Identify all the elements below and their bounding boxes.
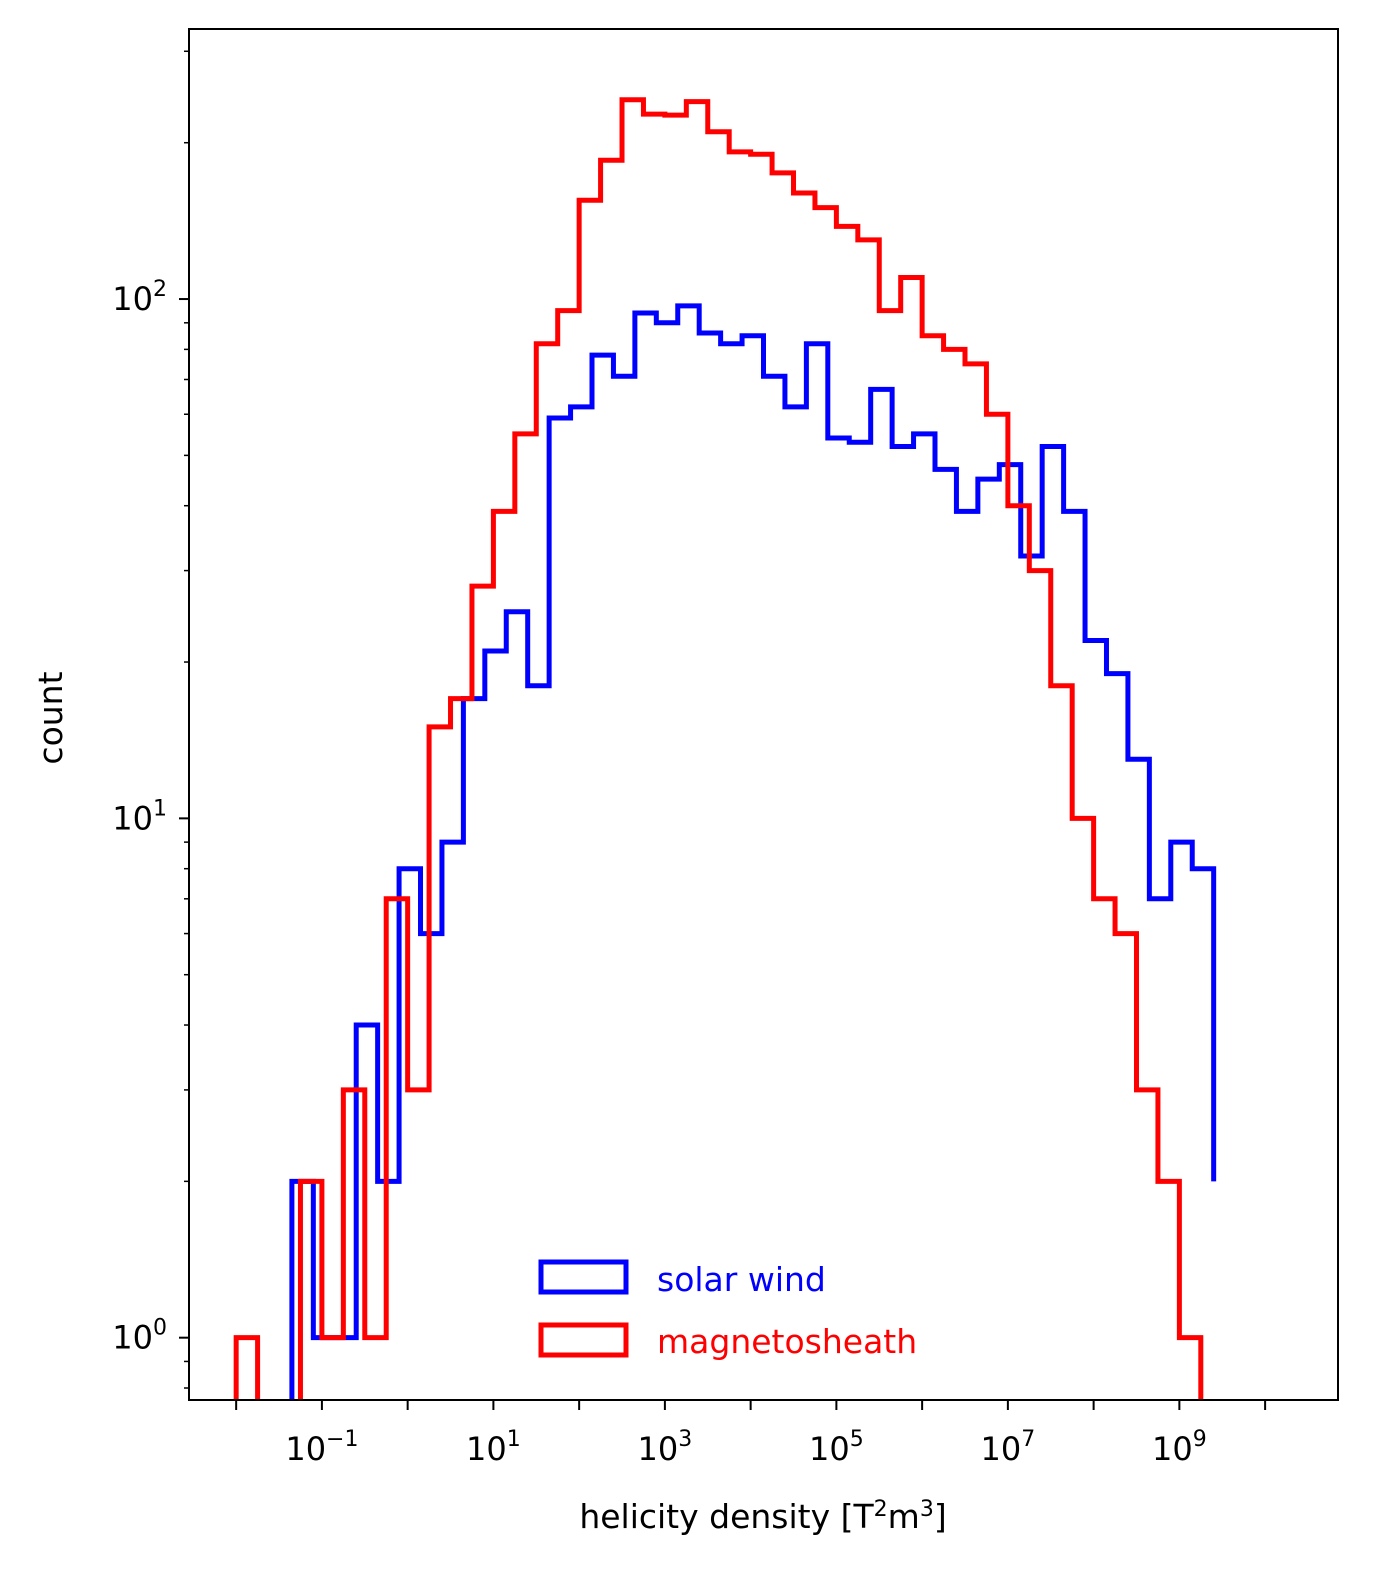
x-tick-label: 10−1 — [285, 1427, 358, 1468]
y-tick-label: 101 — [112, 796, 167, 837]
x-tick-label: 103 — [638, 1427, 693, 1468]
x-axis-label: helicity density [T2m3] — [579, 1497, 946, 1536]
legend: solar wind magnetosheath — [538, 1259, 917, 1361]
legend-swatch-magnetosheath — [538, 1322, 629, 1358]
y-axis-label: count — [31, 671, 70, 764]
x-tick-label: 101 — [466, 1427, 521, 1468]
x-axis-ticks: 10−1 101 103 105 107 109 — [235, 1400, 1267, 1468]
y-tick-label: 100 — [112, 1316, 167, 1357]
x-tick-label: 107 — [981, 1427, 1036, 1468]
legend-swatch-solar-wind — [538, 1259, 629, 1295]
legend-label-magnetosheath: magnetosheath — [657, 1322, 917, 1361]
series-layer — [233, 97, 1217, 1400]
series-line-solar-wind — [289, 303, 1217, 1400]
series-line-magnetosheath — [233, 97, 1204, 1400]
x-tick-label: 109 — [1152, 1427, 1207, 1468]
plot-frame — [188, 28, 1339, 1401]
legend-label-solar-wind: solar wind — [657, 1260, 826, 1299]
y-tick-label: 102 — [112, 277, 167, 318]
y-axis-ticks: 100 101 102 — [112, 50, 189, 1389]
x-tick-label: 105 — [809, 1427, 864, 1468]
